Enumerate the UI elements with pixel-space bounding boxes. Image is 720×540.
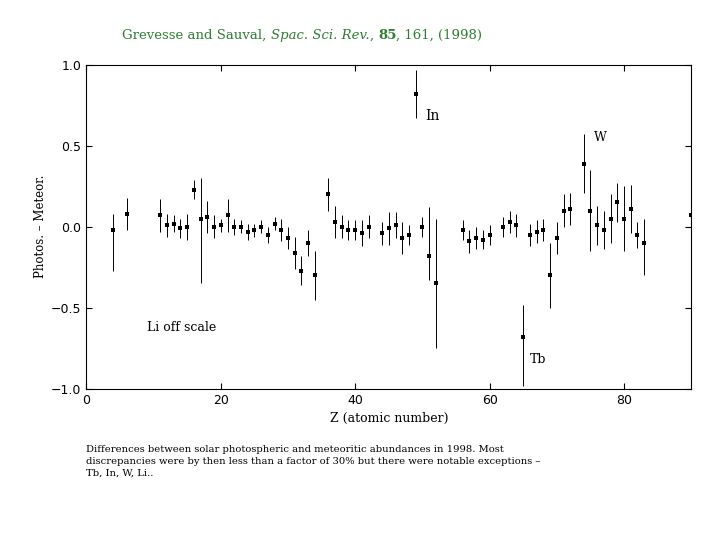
Text: Spac. Sci. Rev.: Spac. Sci. Rev. bbox=[271, 29, 369, 42]
Text: Tb: Tb bbox=[530, 353, 546, 366]
Text: Differences between solar photospheric and meteoritic abundances in 1998. Most
d: Differences between solar photospheric a… bbox=[86, 446, 541, 478]
Text: W: W bbox=[594, 131, 607, 144]
Text: ,: , bbox=[369, 29, 378, 42]
Text: In: In bbox=[426, 109, 440, 123]
X-axis label: Z (atomic number): Z (atomic number) bbox=[330, 412, 448, 425]
Text: Grevesse and Sauval,: Grevesse and Sauval, bbox=[122, 29, 271, 42]
Text: Li off scale: Li off scale bbox=[147, 321, 216, 334]
Text: 85: 85 bbox=[378, 29, 396, 42]
Y-axis label: Photos. – Meteor.: Photos. – Meteor. bbox=[34, 175, 47, 279]
Text: , 161, (1998): , 161, (1998) bbox=[396, 29, 482, 42]
